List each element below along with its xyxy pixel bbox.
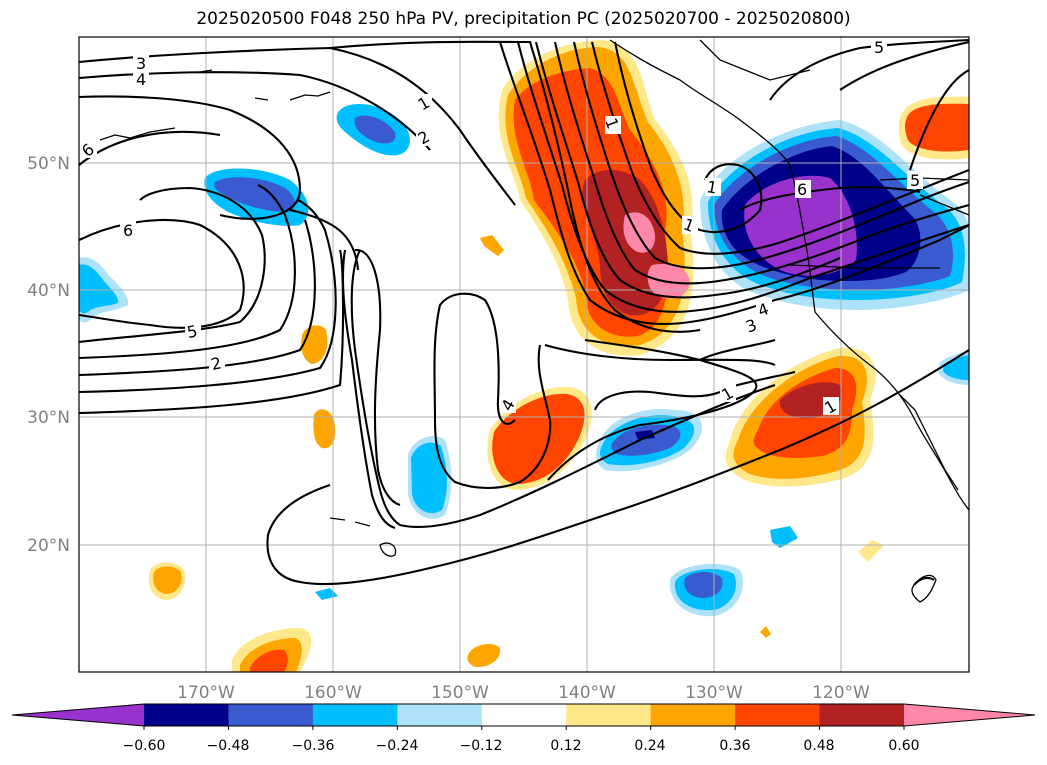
lon-label-120w: 120°W <box>812 683 870 703</box>
precip-positive-area <box>148 40 969 672</box>
colorbar-segment <box>397 704 483 726</box>
contour-label: 6 <box>797 180 807 199</box>
colorbar-segment <box>228 704 314 726</box>
latitude-labels: 50°N 40°N 30°N 20°N <box>27 154 70 556</box>
contour-label: 6 <box>123 221 133 240</box>
lat-label-20n: 20°N <box>27 536 70 556</box>
contour-label: 1 <box>705 177 718 197</box>
colorbar-extend-min <box>12 704 144 726</box>
contour-label: 4 <box>136 70 146 89</box>
contour-label: 5 <box>910 171 920 190</box>
colorbar-tick: −0.48 <box>207 738 250 754</box>
colorbar-tick: −0.60 <box>123 738 166 754</box>
coastlines <box>99 39 969 603</box>
colorbar-segment <box>650 704 736 726</box>
contour-labels: 3 4 1 2 6 6 5 2 4 1 1 3 4 1 <box>79 38 923 418</box>
colorbar-segment <box>481 704 567 726</box>
colorbar-ticks: −0.60 −0.48 −0.36 −0.24 −0.12 0.12 0.24 … <box>123 738 920 754</box>
pv-contours <box>79 38 969 586</box>
colorbar-tick: 0.48 <box>803 738 834 754</box>
colorbar-tick: −0.12 <box>460 738 503 754</box>
lon-label-150w: 150°W <box>431 683 489 703</box>
contour-label: 3 <box>136 54 146 73</box>
colorbar-extend-max <box>904 704 1035 726</box>
lat-label-50n: 50°N <box>27 154 70 174</box>
colorbar-segment <box>819 704 905 726</box>
lon-label-160w: 160°W <box>304 683 362 703</box>
map-border <box>78 36 970 673</box>
colorbar-tick: −0.36 <box>292 738 335 754</box>
colorbar-tick: 0.60 <box>888 738 919 754</box>
lon-label-130w: 130°W <box>685 683 743 703</box>
colorbar-segment <box>566 704 652 726</box>
lon-label-140w: 140°W <box>558 683 616 703</box>
colorbar-tick: 0.24 <box>634 738 665 754</box>
contour-label: 2 <box>209 353 223 374</box>
colorbar-segment <box>312 704 398 726</box>
colorbar-tick: 0.36 <box>719 738 750 754</box>
colorbar-tick: 0.12 <box>550 738 581 754</box>
contour-label: 5 <box>185 321 199 342</box>
lon-label-170w: 170°W <box>177 683 235 703</box>
lat-label-40n: 40°N <box>27 281 70 301</box>
map-title: 2025020500 F048 250 hPa PV, precipitatio… <box>196 9 851 29</box>
colorbar <box>11 703 1036 730</box>
colorbar-segment <box>144 704 229 726</box>
lat-label-30n: 30°N <box>27 408 70 428</box>
colorbar-segment <box>735 704 821 726</box>
longitude-labels: 170°W 160°W 150°W 140°W 130°W 120°W <box>177 683 870 703</box>
contour-label: 5 <box>874 38 884 57</box>
colorbar-tick: −0.24 <box>376 738 419 754</box>
